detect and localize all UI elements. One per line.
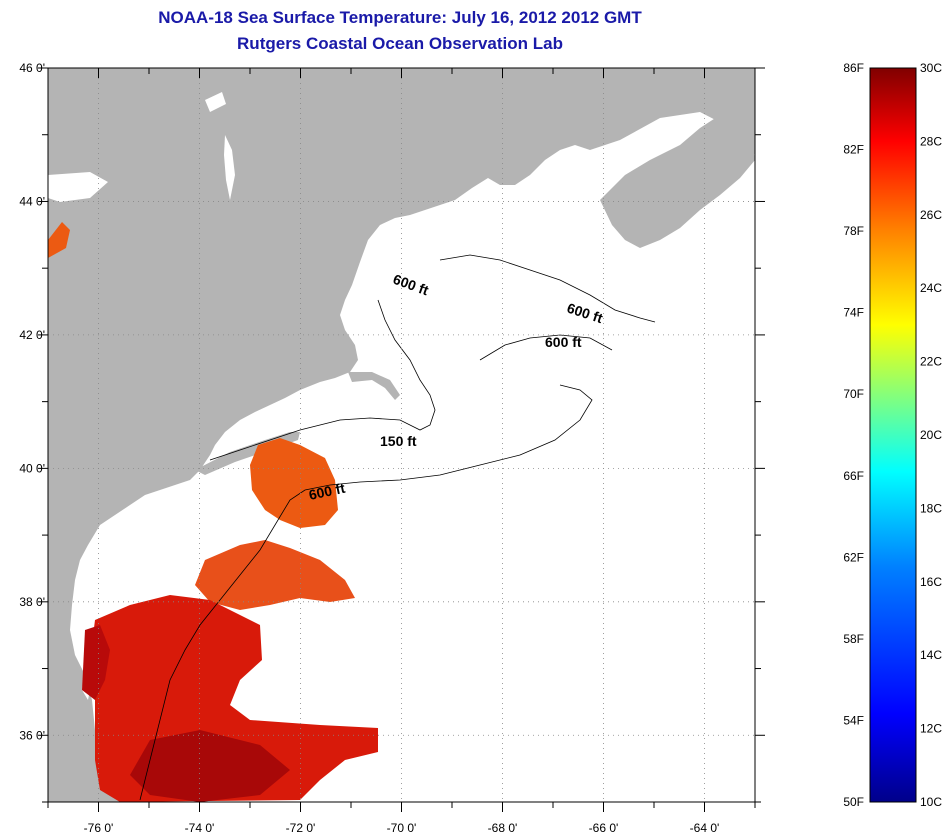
colorbar-f-label: 62F	[843, 550, 864, 564]
lat-tick-label: 40 0'	[19, 461, 45, 475]
colorbar-f-label: 54F	[843, 713, 864, 727]
lon-tick-label: -70 0'	[387, 821, 417, 835]
land-mainland	[48, 68, 755, 802]
colorbar-f-label: 86F	[843, 61, 864, 75]
lat-tick-label: 44 0'	[19, 194, 45, 208]
delaware-bay	[115, 520, 135, 552]
colorbar-c-label: 20C	[920, 428, 942, 442]
contour-600ft-gom	[439, 254, 656, 323]
contour-600ft-georges	[479, 334, 613, 361]
sst-patch-deep	[130, 730, 290, 802]
contour-label-3: 600 ft	[545, 334, 582, 350]
lon-tick-label: -64 0'	[690, 821, 720, 835]
lon-tick-label: -74 0'	[185, 821, 215, 835]
contour-label-4: 150 ft	[380, 433, 417, 449]
axis-tick-labels: -76 0' -74 0' -72 0' -70 0' -68 0' -66 0' -64 …	[19, 61, 719, 835]
colorbar-f-label: 58F	[843, 632, 864, 646]
sst-patch-mid	[250, 438, 338, 528]
colorbar-f-label: 78F	[843, 224, 864, 238]
colorbar-c-label: 16C	[920, 575, 942, 589]
colorbar-c-label: 26C	[920, 208, 942, 222]
lon-tick-label: -66 0'	[589, 821, 619, 835]
contour-600ft-south	[139, 384, 593, 801]
land-cape-cod	[348, 372, 400, 400]
axis-ticks	[38, 67, 765, 812]
map-title: NOAA-18 Sea Surface Temperature: July 16…	[158, 8, 642, 27]
colorbar-c-label: 22C	[920, 355, 942, 369]
colorbar-c-label: 12C	[920, 722, 942, 736]
sst-patch-north	[48, 222, 70, 258]
colorbar-f-label: 82F	[843, 143, 864, 157]
colorbar-c-label: 18C	[920, 501, 942, 515]
colorbar-f-label: 50F	[843, 795, 864, 809]
lat-tick-label: 42 0'	[19, 328, 45, 342]
colorbar-labels: 86F 82F 78F 74F 70F 66F 62F 58F 54F 50F 30C 28C 26C 2…	[843, 61, 942, 809]
sst-patch-central	[195, 540, 355, 610]
colorbar-f-label: 74F	[843, 306, 864, 320]
lake-ontario	[48, 172, 108, 202]
lake-champlain	[224, 135, 235, 200]
colorbar-f-label: 66F	[843, 469, 864, 483]
contour-label-5: 600 ft	[307, 480, 346, 503]
lon-tick-label: -68 0'	[488, 821, 518, 835]
map-subtitle: Rutgers Coastal Ocean Observation Lab	[237, 34, 563, 53]
colorbar-c-label: 14C	[920, 648, 942, 662]
colorbar-c-label: 24C	[920, 281, 942, 295]
colorbar-c-label: 10C	[920, 795, 942, 809]
lon-tick-label: -76 0'	[84, 821, 114, 835]
lat-tick-label: 46 0'	[19, 61, 45, 75]
colorbar	[869, 67, 917, 803]
lon-tick-label: -72 0'	[286, 821, 316, 835]
colorbar-f-label: 70F	[843, 387, 864, 401]
lake-small	[205, 92, 226, 112]
sst-patch-coastal	[82, 625, 110, 700]
lat-tick-label: 38 0'	[19, 595, 45, 609]
colorbar-c-label: 30C	[920, 61, 942, 75]
lat-tick-label: 36 0'	[19, 728, 45, 742]
land-nova-scotia	[600, 115, 755, 248]
colorbar-c-label: 28C	[920, 134, 942, 148]
contour-150ft	[209, 299, 436, 461]
